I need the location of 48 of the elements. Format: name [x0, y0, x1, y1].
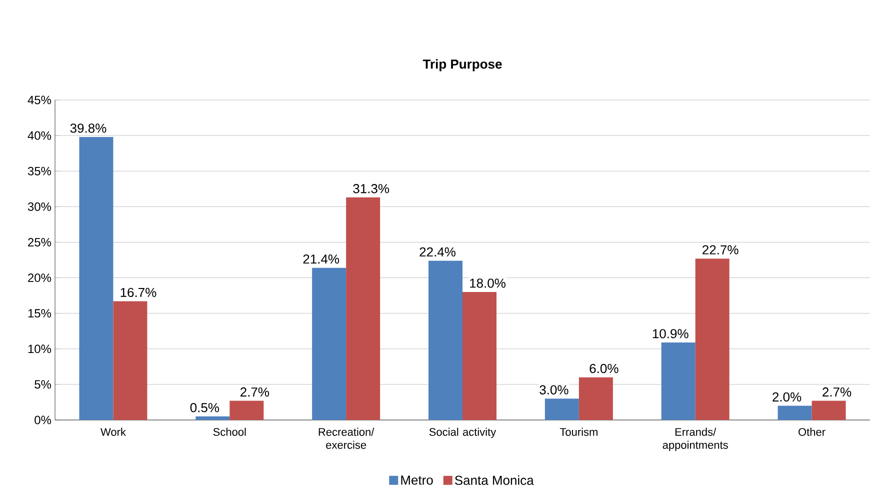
data-label: 2.0% — [772, 392, 802, 402]
y-tick-label: 40% — [28, 131, 52, 140]
data-label: 22.4% — [420, 247, 456, 257]
bar — [346, 197, 380, 420]
data-label: 21.4% — [303, 254, 340, 264]
legend-label: Santa Monica — [454, 475, 534, 485]
data-label: 39.8% — [70, 124, 106, 133]
data-label: 18.0% — [470, 278, 506, 288]
x-tick-label: Social activity — [429, 428, 496, 438]
data-label: 16.7% — [120, 288, 156, 298]
bar — [695, 258, 730, 420]
legend-label: Metro — [401, 476, 433, 485]
y-tick-label: 35% — [28, 166, 52, 176]
data-label: 6.0% — [590, 364, 618, 374]
data-label: 31.3% — [353, 184, 390, 194]
x-tick-label: School — [213, 428, 246, 436]
y-tick-label: 45% — [28, 96, 52, 104]
y-tick-label: 5% — [34, 380, 52, 389]
x-tick-label: Errands/ appointments — [662, 428, 728, 452]
y-tick-label: 25% — [28, 238, 52, 246]
bar — [578, 377, 613, 420]
data-label: 2.7% — [240, 387, 270, 397]
data-label: 3.0% — [540, 385, 568, 394]
bar — [462, 292, 496, 420]
bar — [428, 260, 462, 420]
bar — [196, 416, 230, 420]
bar — [230, 400, 264, 420]
y-tick-label: 30% — [28, 202, 52, 211]
bar — [79, 136, 114, 420]
bar — [544, 398, 579, 420]
y-tick-label: 10% — [28, 344, 52, 354]
bar — [661, 342, 696, 420]
bar — [778, 406, 812, 420]
bar — [312, 268, 346, 420]
y-tick-label: 0% — [34, 416, 52, 424]
data-label: 0.5% — [190, 403, 220, 412]
bar — [113, 301, 148, 420]
x-tick-label: Recreation/ exercise — [318, 428, 374, 449]
x-tick-label: Work — [100, 428, 126, 436]
data-label: 10.9% — [652, 329, 688, 338]
x-tick-label: Other — [798, 428, 826, 436]
data-label: 22.7% — [702, 245, 738, 254]
data-label: 2.7% — [822, 387, 852, 397]
x-tick-label: Tourism — [560, 428, 598, 436]
chart-title: Trip Purpose — [422, 59, 502, 72]
bar — [812, 400, 846, 420]
y-tick-label: 15% — [28, 309, 52, 318]
y-tick-label: 20% — [28, 274, 52, 282]
